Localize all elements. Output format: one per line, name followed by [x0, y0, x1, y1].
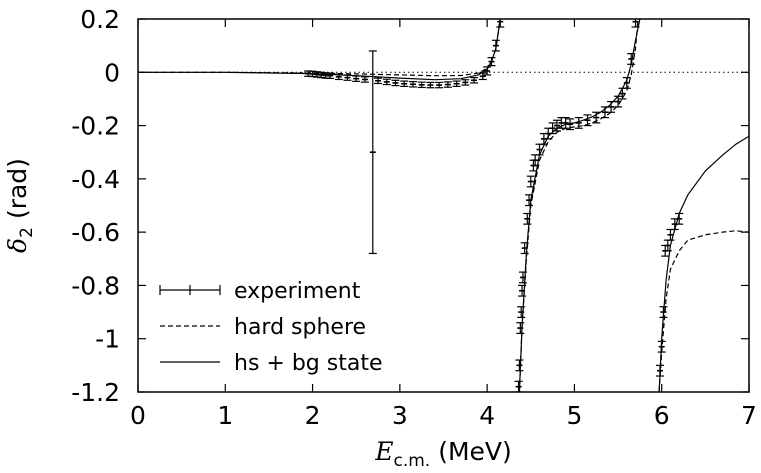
- legend-item-experiment: experiment: [159, 279, 361, 304]
- experiment-point: [520, 242, 529, 255]
- experiment-point: [360, 76, 369, 83]
- experiment-point: [518, 284, 527, 297]
- y-tick-label: -0.6: [71, 218, 120, 247]
- experiment-point: [607, 100, 616, 113]
- experiment-point: [374, 77, 383, 85]
- legend-swatch-experiment-ticks: [159, 285, 221, 295]
- experiment-point: [574, 116, 583, 129]
- experiment-point: [483, 66, 492, 76]
- legend-label-hs-bg-state: hs + bg state: [234, 351, 382, 376]
- experiment-point: [443, 81, 452, 88]
- experiment-point: [523, 212, 532, 225]
- legend-item-hard-sphere: hard sphere: [160, 315, 366, 340]
- experiment-point: [408, 81, 417, 88]
- x-tick-label: 1: [217, 401, 233, 430]
- plot-frame: [137, 18, 750, 393]
- experiment-point: [600, 106, 609, 119]
- experiment-point: [496, 19, 505, 28]
- legend-label-hard-sphere: hard sphere: [234, 315, 366, 340]
- x-tick-label: 6: [654, 401, 670, 430]
- x-tick-label: 0: [130, 401, 146, 430]
- experiment-point: [552, 119, 561, 132]
- curve-hs-bg-state-segment-1: [138, 19, 501, 81]
- experiment-point: [657, 340, 666, 353]
- experiment-data: [304, 19, 684, 392]
- y-axis-symbol: δ: [3, 238, 32, 253]
- experiment-point: [548, 122, 557, 135]
- y-axis-title: δ2 (rad): [3, 158, 37, 253]
- x-tick-label: 2: [305, 401, 321, 430]
- experiment-point: [515, 359, 524, 372]
- x-tick-label: 4: [479, 401, 495, 430]
- experiment-point: [343, 74, 352, 81]
- experiment-point: [675, 212, 684, 225]
- experiment-point: [518, 271, 527, 284]
- y-tick-label: -1.2: [71, 378, 120, 407]
- experiment-point: [368, 50, 377, 255]
- experiment-point: [478, 72, 487, 81]
- y-axis-subscript: 2: [17, 227, 37, 238]
- experiment-point: [382, 78, 391, 86]
- experiment-point: [526, 175, 535, 188]
- y-axis-unit: (rad): [3, 158, 32, 219]
- experiment-point: [666, 228, 675, 241]
- y-tick-label: -0.8: [71, 271, 120, 300]
- experiment-point: [516, 322, 525, 334]
- y-tick-label: 0.2: [80, 5, 120, 34]
- curve-hard-sphere-segment-2: [518, 19, 639, 392]
- experiment-point: [618, 87, 627, 100]
- experiment-point: [426, 81, 435, 89]
- experiment-point: [461, 79, 470, 86]
- x-tick-label: 7: [741, 401, 757, 430]
- experiment-point: [417, 81, 426, 89]
- experiment-point: [592, 111, 601, 124]
- legend-label-experiment: experiment: [234, 279, 361, 304]
- y-tick-label: -0.4: [71, 165, 120, 194]
- experiment-point: [352, 75, 361, 82]
- experiment-point: [659, 306, 668, 318]
- experiment-point: [583, 114, 592, 127]
- experiment-point: [391, 79, 400, 87]
- experiment-point: [400, 80, 409, 88]
- x-axis-subscript: c.m.: [393, 451, 430, 471]
- x-axis-title: Ec.m. (MeV): [374, 437, 512, 471]
- experiment-point: [452, 80, 461, 88]
- experiment-point: [631, 19, 640, 28]
- x-axis-unit: (MeV): [438, 437, 512, 466]
- y-tick-label: -1: [95, 325, 120, 354]
- experiment-point: [470, 77, 479, 84]
- x-tick-label: 3: [392, 401, 408, 430]
- experiment-point: [622, 77, 631, 89]
- experiment-point: [655, 364, 664, 377]
- experiment-point: [525, 194, 534, 207]
- experiment-point: [334, 73, 343, 81]
- experiment-point: [614, 95, 623, 108]
- experiment-point: [491, 39, 500, 52]
- experiment-point: [435, 81, 444, 89]
- model-curves: [138, 19, 749, 392]
- experiment-point: [517, 306, 526, 318]
- curve-hard-sphere-segment-1: [138, 19, 501, 77]
- experiment-point: [514, 380, 523, 392]
- experiment-point: [487, 57, 496, 67]
- legend-item-hs-bg-state: hs + bg state: [160, 351, 382, 376]
- y-tick-label: 0: [104, 58, 120, 87]
- x-tick-label: 5: [566, 401, 582, 430]
- experiment-point: [561, 116, 570, 129]
- axis-ticks: 0 1 2 3 4 5 6 7 0.2 0 -0.2 -0.4 -0.6 -0.8 -1 -1.2: [71, 5, 757, 430]
- curve-hs-bg-state-segment-2: [518, 19, 641, 392]
- experiment-point: [627, 53, 636, 65]
- experiment-point: [326, 72, 335, 80]
- y-tick-label: -0.2: [71, 112, 120, 141]
- experiment-point: [566, 118, 575, 131]
- curve-hard-sphere-segment-3: [658, 230, 749, 392]
- legend: experiment hard sphere hs + bg state: [159, 279, 382, 376]
- x-axis-symbol: E: [374, 437, 393, 466]
